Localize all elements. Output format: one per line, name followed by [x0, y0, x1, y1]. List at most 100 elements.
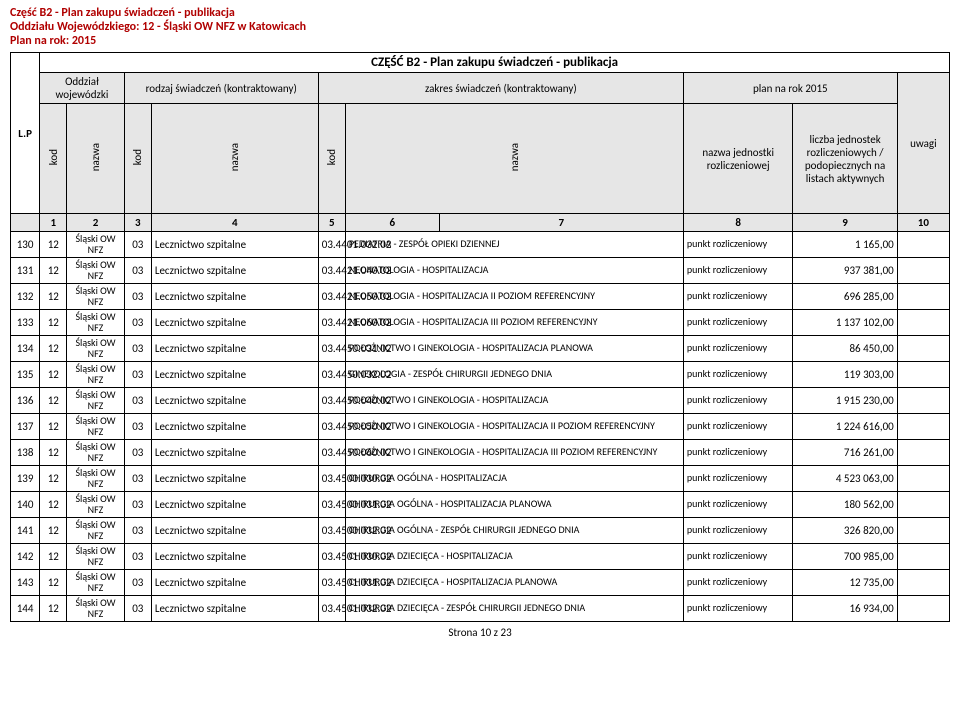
cell-jednostka: punkt rozliczeniowy: [683, 388, 793, 414]
cell-kod1: 12: [40, 544, 67, 570]
cell-uwagi: [897, 492, 949, 518]
cell-nazwa1: Śląski OW NFZ: [67, 492, 124, 518]
cell-lp: 134: [11, 336, 40, 362]
cell-nazwa2: Lecznictwo szpitalne: [151, 232, 318, 258]
cell-kod1: 12: [40, 466, 67, 492]
column-number-row: 1 2 3 4 5 6 7 8 9 10: [11, 214, 950, 232]
cell-jednostka: punkt rozliczeniowy: [683, 336, 793, 362]
cell-nazwa3: CHIRURGIA OGÓLNA - ZESPÓŁ CHIRURGII JEDN…: [345, 518, 683, 544]
cell-nazwa2: Lecznictwo szpitalne: [151, 388, 318, 414]
cell-kod2: 03: [124, 414, 151, 440]
cell-value: 1 137 102,00: [793, 310, 897, 336]
hdr-plan: plan na rok 2015: [683, 73, 897, 104]
table-row: 13212Śląski OW NFZ03Lecznictwo szpitalne…: [11, 284, 950, 310]
cell-lp: 130: [11, 232, 40, 258]
cell-kod3: 03.4501.030.02: [318, 544, 345, 570]
hdr-kod3: kod: [318, 104, 345, 214]
cell-jednostka: punkt rozliczeniowy: [683, 258, 793, 284]
cell-nazwa1: Śląski OW NFZ: [67, 544, 124, 570]
cell-kod2: 03: [124, 518, 151, 544]
cell-nazwa2: Lecznictwo szpitalne: [151, 544, 318, 570]
cell-kod1: 12: [40, 232, 67, 258]
cell-uwagi: [897, 336, 949, 362]
cell-nazwa2: Lecznictwo szpitalne: [151, 570, 318, 596]
cell-kod3: 03.4501.031.02: [318, 570, 345, 596]
cell-nazwa2: Lecznictwo szpitalne: [151, 596, 318, 622]
table-row: 13112Śląski OW NFZ03Lecznictwo szpitalne…: [11, 258, 950, 284]
table-row: 13412Śląski OW NFZ03Lecznictwo szpitalne…: [11, 336, 950, 362]
hdr-nazwa3: nazwa: [345, 104, 683, 214]
cell-nazwa3: NEONATOLOGIA - HOSPITALIZACJA: [345, 258, 683, 284]
cell-value: 716 261,00: [793, 440, 897, 466]
cell-nazwa2: Lecznictwo szpitalne: [151, 284, 318, 310]
cell-value: 937 381,00: [793, 258, 897, 284]
table-row: 13812Śląski OW NFZ03Lecznictwo szpitalne…: [11, 440, 950, 466]
cell-jednostka: punkt rozliczeniowy: [683, 440, 793, 466]
colnum-8: 8: [683, 214, 793, 232]
cell-value: 696 285,00: [793, 284, 897, 310]
cell-jednostka: punkt rozliczeniowy: [683, 570, 793, 596]
colnum-1: 1: [40, 214, 67, 232]
cell-nazwa1: Śląski OW NFZ: [67, 310, 124, 336]
center-title: CZĘŚĆ B2 - Plan zakupu świadczeń - publi…: [40, 53, 950, 73]
colnum-3: 3: [124, 214, 151, 232]
cell-value: 1 915 230,00: [793, 388, 897, 414]
table-row: 14212Śląski OW NFZ03Lecznictwo szpitalne…: [11, 544, 950, 570]
cell-value: 16 934,00: [793, 596, 897, 622]
hdr-nazwa1: nazwa: [67, 104, 124, 214]
cell-uwagi: [897, 596, 949, 622]
cell-uwagi: [897, 362, 949, 388]
cell-nazwa3: POŁOŻNICTWO I GINEKOLOGIA - HOSPITALIZAC…: [345, 414, 683, 440]
cell-kod2: 03: [124, 570, 151, 596]
cell-uwagi: [897, 440, 949, 466]
cell-lp: 143: [11, 570, 40, 596]
cell-nazwa1: Śląski OW NFZ: [67, 336, 124, 362]
cell-value: 119 303,00: [793, 362, 897, 388]
cell-lp: 138: [11, 440, 40, 466]
hdr-kod1: kod: [40, 104, 67, 214]
cell-nazwa1: Śląski OW NFZ: [67, 440, 124, 466]
doc-title-line1: Część B2 - Plan zakupu świadczeń - publi…: [10, 6, 950, 20]
cell-nazwa3: POŁOŻNICTWO I GINEKOLOGIA - HOSPITALIZAC…: [345, 388, 683, 414]
colnum-2: 2: [67, 214, 124, 232]
cell-jednostka: punkt rozliczeniowy: [683, 544, 793, 570]
cell-kod3: 03.4421.050.02: [318, 284, 345, 310]
cell-uwagi: [897, 232, 949, 258]
cell-nazwa2: Lecznictwo szpitalne: [151, 362, 318, 388]
cell-kod1: 12: [40, 258, 67, 284]
cell-lp: 135: [11, 362, 40, 388]
cell-jednostka: punkt rozliczeniowy: [683, 362, 793, 388]
cell-kod3: 03.4450.032.02: [318, 362, 345, 388]
cell-kod3: 03.4450.040.02: [318, 388, 345, 414]
table-row: 13012Śląski OW NFZ03Lecznictwo szpitalne…: [11, 232, 950, 258]
hdr-kod2: kod: [124, 104, 151, 214]
table-row: 14012Śląski OW NFZ03Lecznictwo szpitalne…: [11, 492, 950, 518]
cell-kod3: 03.4450.050.02: [318, 414, 345, 440]
cell-value: 86 450,00: [793, 336, 897, 362]
colnum-7: 7: [439, 214, 683, 232]
colnum-10: 10: [897, 214, 949, 232]
cell-kod2: 03: [124, 258, 151, 284]
cell-nazwa1: Śląski OW NFZ: [67, 466, 124, 492]
cell-uwagi: [897, 388, 949, 414]
cell-kod1: 12: [40, 492, 67, 518]
cell-kod2: 03: [124, 388, 151, 414]
cell-kod1: 12: [40, 570, 67, 596]
cell-uwagi: [897, 544, 949, 570]
cell-kod3: 03.4500.030.02: [318, 466, 345, 492]
table-row: 13612Śląski OW NFZ03Lecznictwo szpitalne…: [11, 388, 950, 414]
cell-kod3: 03.4450.031.02: [318, 336, 345, 362]
cell-lp: 140: [11, 492, 40, 518]
cell-kod3: 03.4401.032.02: [318, 232, 345, 258]
cell-nazwa2: Lecznictwo szpitalne: [151, 492, 318, 518]
cell-nazwa3: GINEKOLOGIA - ZESPÓŁ CHIRURGII JEDNEGO D…: [345, 362, 683, 388]
cell-nazwa1: Śląski OW NFZ: [67, 414, 124, 440]
colnum-5: 5: [318, 214, 345, 232]
doc-title-line2: Oddziału Wojewódzkiego: 12 - Śląski OW N…: [10, 20, 950, 34]
cell-nazwa3: POŁOŻNICTWO I GINEKOLOGIA - HOSPITALIZAC…: [345, 440, 683, 466]
cell-nazwa2: Lecznictwo szpitalne: [151, 310, 318, 336]
cell-nazwa3: NEONATOLOGIA - HOSPITALIZACJA II POZIOM …: [345, 284, 683, 310]
cell-lp: 139: [11, 466, 40, 492]
cell-kod1: 12: [40, 414, 67, 440]
cell-jednostka: punkt rozliczeniowy: [683, 232, 793, 258]
